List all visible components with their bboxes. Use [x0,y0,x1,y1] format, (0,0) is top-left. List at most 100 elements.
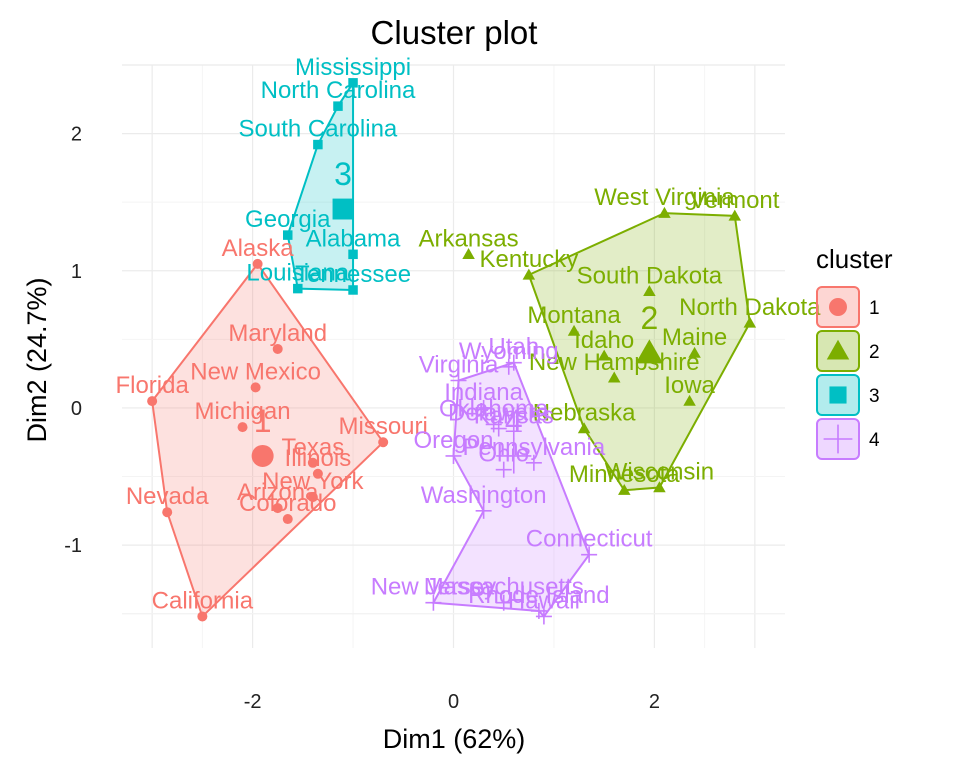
legend-label: 1 [869,298,880,319]
point-wisconsin [653,481,666,493]
legend-item-1: 1 [816,286,880,328]
point-hawaii [535,608,552,625]
point-arkansas [462,248,475,259]
label-virginia: Virginia [419,352,499,379]
point-nevada [162,507,173,518]
point-illinois [312,468,323,479]
x-tick-label: 2 [649,691,660,713]
label-vermont: Vermont [690,187,780,214]
point-montana [567,324,581,336]
center-cluster-2 [635,339,664,364]
point-alaska [252,258,263,269]
y-axis-title: Dim2 (24.7%) [22,277,52,442]
label-delaware: Delaware [448,400,549,427]
point-pennsylvania [525,454,542,471]
hull-cluster-1 [151,262,385,619]
point-maine [688,346,701,358]
point-tennessee [348,285,358,295]
label-maine: Maine [662,324,727,351]
label-alabama: Alabama [306,225,401,252]
label-colorado: Colorado [239,490,336,517]
legend: cluster 1 2 3 4 [816,244,893,460]
label-louisiana: Louisiana [246,260,349,287]
point-louisiana [293,283,303,294]
label-hawaii: Hawaii [508,587,580,614]
label-michigan: Michigan [195,398,291,425]
point-mississippi [348,78,358,88]
label-indiana: Indiana [444,379,523,406]
hull-cluster-2 [527,212,751,492]
center-cluster-4 [496,438,532,474]
legend-item-2: 2 [816,330,880,372]
point-new-jersey [425,594,442,611]
label-ohio: Ohio [478,441,529,468]
point-minnesota [618,483,631,495]
point-oregon [445,447,462,464]
label-missouri: Missouri [339,413,428,440]
center-cluster-3 [332,198,354,220]
label-texas: Texas [282,434,345,461]
point-new-mexico [250,382,261,393]
label-new-jersey: New Jersey [371,574,496,601]
point-ohio [495,461,512,478]
x-tick-label: 0 [448,691,459,713]
point-new-hampshire [607,371,621,383]
label-kansas: Kansas [474,402,554,429]
y-tick-label: -1 [64,535,82,557]
label-arkansas: Arkansas [419,225,519,252]
point-massachusetts [495,594,512,611]
point-nebraska [577,422,591,434]
point-california [197,611,208,622]
cluster-centers [251,198,664,474]
legend-item-4: 4 [816,418,880,460]
point-south-carolina [313,139,323,150]
chart-title: Cluster plot [371,14,538,51]
point-kansas [505,423,522,440]
label-west-virginia: West Virginia [594,184,735,211]
label-georgia: Georgia [245,206,331,233]
label-iowa: Iowa [664,372,715,399]
point-west-virginia [658,206,671,218]
label-north-dakota: North Dakota [679,294,821,321]
label-utah: Utah [488,334,539,361]
point-utah [505,354,522,371]
y-tick-label: 2 [71,124,82,146]
point-texas [307,457,318,468]
legend-marker [826,339,850,360]
label-tennessee: Tennessee [295,261,411,288]
y-tick-label: 0 [71,398,82,420]
data-points [147,78,757,625]
label-kentucky: Kentucky [479,246,578,273]
label-south-dakota: South Dakota [577,262,723,289]
point-new-york [307,492,318,503]
label-oregon: Oregon [413,427,493,454]
label-nevada: Nevada [126,483,209,510]
label-illinois: Illinois [285,445,352,472]
grid-lines [122,64,785,648]
center-label-1: 1 [254,403,272,439]
legend-marker [829,386,847,404]
label-alaska: Alaska [222,235,295,262]
label-florida: Florida [115,372,189,399]
label-new-mexico: New Mexico [190,358,321,385]
legend-marker [829,298,847,316]
label-idaho: Idaho [574,327,634,354]
point-kentucky [522,268,536,280]
cluster-hulls [151,79,751,619]
point-arizona [272,503,283,514]
point-indiana [475,399,492,416]
point-florida [147,396,158,407]
label-maryland: Maryland [228,320,327,347]
label-oklahoma: Oklahoma [439,395,549,422]
label-massachusetts: Massachusetts [424,574,584,601]
point-north-carolina [333,101,343,111]
legend-marker [823,424,853,454]
label-montana: Montana [527,302,621,329]
point-michigan [237,422,248,433]
point-missouri [378,437,389,448]
y-tick-label: 1 [71,261,82,283]
point-virginia [450,372,467,389]
point-north-dakota [743,316,757,328]
point-iowa [683,394,696,406]
